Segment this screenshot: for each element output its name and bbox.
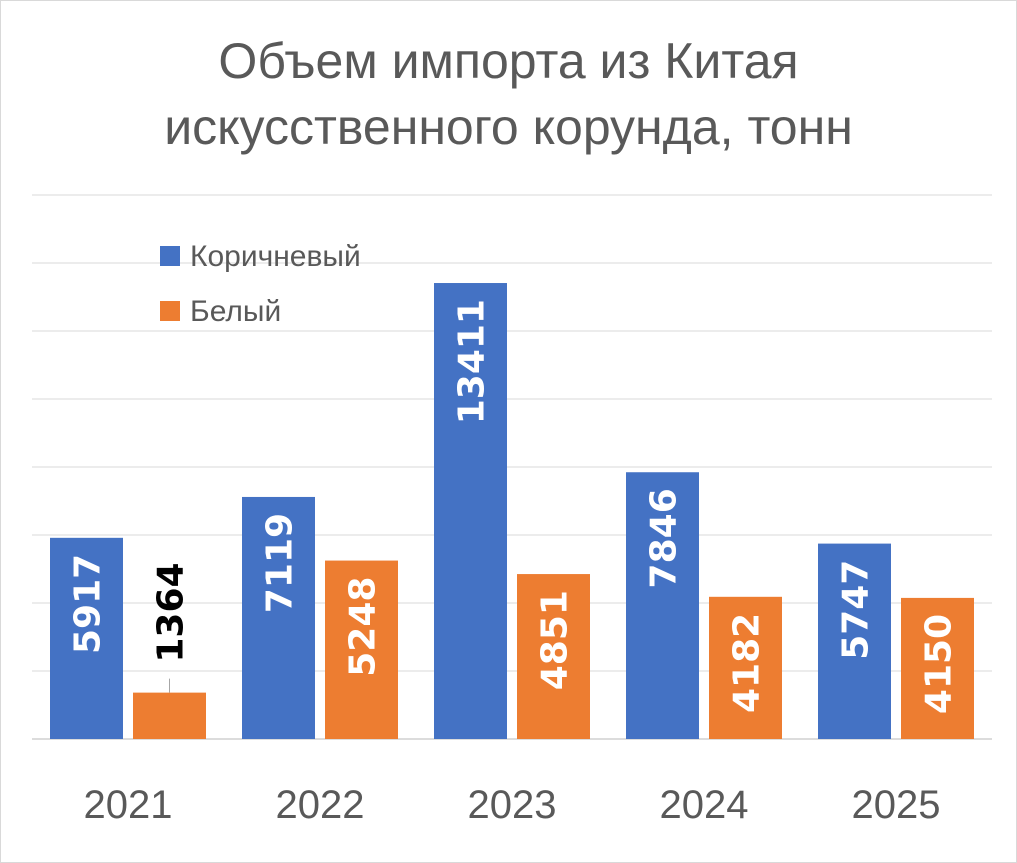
data-label-brown-2021: 5917 xyxy=(68,554,109,654)
bar-white-2021 xyxy=(133,692,206,739)
chart-title: Объем импорта из Китая искусственного ко… xyxy=(0,28,1017,160)
data-label-white-2024: 4182 xyxy=(727,613,768,713)
bar-white-2022 xyxy=(325,560,398,739)
category-label-2022: 2022 xyxy=(276,783,365,827)
data-label-brown-2022: 7119 xyxy=(260,513,301,613)
bar-brown-2021 xyxy=(50,537,123,739)
legend: Коричневый Белый xyxy=(160,240,361,328)
bar-brown-2024 xyxy=(626,472,699,739)
data-label-brown-2023: 13411 xyxy=(452,299,493,424)
bar-brown-2023 xyxy=(434,283,507,739)
category-label-2021: 2021 xyxy=(84,783,173,827)
bar-white-2023 xyxy=(517,574,590,739)
bars xyxy=(50,283,974,739)
data-label-white-2022: 5248 xyxy=(343,577,384,677)
bar-white-2025 xyxy=(901,597,974,739)
data-label-white-2023: 4851 xyxy=(535,590,576,690)
chart-title-line-1: Объем импорта из Китая xyxy=(218,33,799,89)
bar-brown-2022 xyxy=(242,496,315,739)
data-label-brown-2024: 7846 xyxy=(644,488,685,588)
data-labels: 5917 1364 7119 5248 13411 4851 7846 4182 5747 415… xyxy=(68,299,960,714)
data-label-brown-2025: 5747 xyxy=(836,560,877,660)
category-label-2023: 2023 xyxy=(468,783,557,827)
legend-swatch-white xyxy=(160,301,180,321)
category-label-2025: 2025 xyxy=(852,783,941,827)
bar-brown-2025 xyxy=(818,543,891,739)
legend-label-brown: Коричневый xyxy=(190,240,361,273)
category-labels: 2021 2022 2023 2024 2025 xyxy=(84,783,941,827)
category-label-2024: 2024 xyxy=(660,783,749,827)
data-label-white-2021: 1364 xyxy=(151,562,192,662)
legend-swatch-brown xyxy=(160,246,180,266)
legend-label-white: Белый xyxy=(190,295,281,328)
chart-title-line-2: искусственного корунда, тонн xyxy=(164,99,853,155)
data-label-white-2025: 4150 xyxy=(919,614,960,714)
bar-white-2024 xyxy=(709,596,782,739)
